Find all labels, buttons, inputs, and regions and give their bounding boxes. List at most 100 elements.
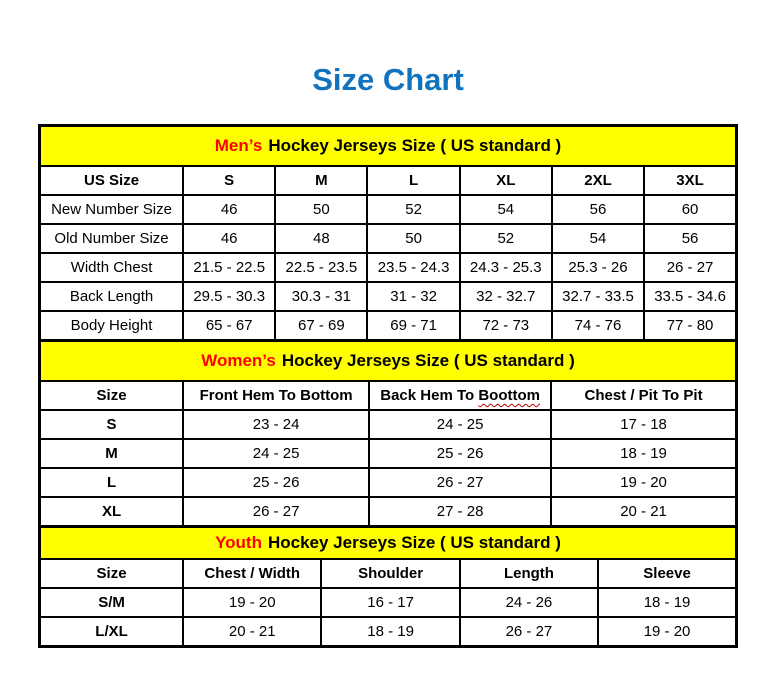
youth-accent-label: Youth xyxy=(215,533,262,552)
row-label: L xyxy=(38,467,185,498)
cell: 24 - 26 xyxy=(458,587,600,618)
mens-header-row: US Size S M L XL 2XL 3XL xyxy=(38,165,738,196)
cell: 17 - 18 xyxy=(550,409,738,440)
cell: 24.3 - 25.3 xyxy=(458,252,553,283)
youth-title-rest: Hockey Jerseys Size ( US standard ) xyxy=(267,533,561,552)
cell: 48 xyxy=(274,223,369,254)
womens-section-header-band: Women’s Hockey Jerseys Size ( US standard… xyxy=(38,339,738,382)
cell: 60 xyxy=(643,194,738,225)
row-label: Body Height xyxy=(38,310,185,342)
column-header: 2XL xyxy=(550,165,646,196)
mens-accent-label: Men’s xyxy=(214,136,263,155)
column-header: L xyxy=(366,165,461,196)
size-chart-table-group: Men’s Hockey Jerseys Size ( US standard )… xyxy=(38,124,738,648)
column-header: Length xyxy=(458,558,600,589)
cell: 74 - 76 xyxy=(550,310,646,342)
cell: 26 - 27 xyxy=(643,252,738,283)
table-row: XL 26 - 27 27 - 28 20 - 21 xyxy=(38,496,738,528)
cell: 23 - 24 xyxy=(182,409,371,440)
misspelled-word: Boottom xyxy=(478,387,540,404)
womens-title-rest: Hockey Jerseys Size ( US standard ) xyxy=(281,351,575,370)
cell: 20 - 21 xyxy=(550,496,738,528)
cell: 19 - 20 xyxy=(597,616,738,648)
column-header: Shoulder xyxy=(320,558,461,589)
cell: 24 - 25 xyxy=(182,438,371,469)
cell: 77 - 80 xyxy=(643,310,738,342)
column-header: 3XL xyxy=(643,165,738,196)
row-label: S xyxy=(38,409,185,440)
row-label: S/M xyxy=(38,587,185,618)
womens-accent-label: Women’s xyxy=(201,351,276,370)
cell: 25 - 26 xyxy=(182,467,371,498)
column-header: Chest / Width xyxy=(182,558,323,589)
table-row: L 25 - 26 26 - 27 19 - 20 xyxy=(38,467,738,498)
row-label: New Number Size xyxy=(38,194,185,225)
cell: 23.5 - 24.3 xyxy=(366,252,461,283)
cell: 30.3 - 31 xyxy=(274,281,369,312)
womens-header-row: Size Front Hem To Bottom Back Hem To Boott… xyxy=(38,380,738,411)
cell: 32.7 - 33.5 xyxy=(550,281,646,312)
cell: 50 xyxy=(366,223,461,254)
mens-section-header-band: Men’s Hockey Jerseys Size ( US standard ) xyxy=(38,124,738,167)
cell: 65 - 67 xyxy=(182,310,277,342)
cell: 16 - 17 xyxy=(320,587,461,618)
cell: 52 xyxy=(458,223,553,254)
column-header: Sleeve xyxy=(597,558,738,589)
column-header: Size xyxy=(38,380,185,411)
cell: 24 - 25 xyxy=(368,409,553,440)
cell: 54 xyxy=(550,223,646,254)
table-row: M 24 - 25 25 - 26 18 - 19 xyxy=(38,438,738,469)
cell: 21.5 - 22.5 xyxy=(182,252,277,283)
cell: 25.3 - 26 xyxy=(550,252,646,283)
row-label: Width Chest xyxy=(38,252,185,283)
cell: 32 - 32.7 xyxy=(458,281,553,312)
cell: 31 - 32 xyxy=(366,281,461,312)
column-header: Size xyxy=(38,558,185,589)
table-row: S/M 19 - 20 16 - 17 24 - 26 18 - 19 xyxy=(38,587,738,618)
row-label: M xyxy=(38,438,185,469)
cell: 26 - 27 xyxy=(182,496,371,528)
cell: 26 - 27 xyxy=(458,616,600,648)
row-label: L/XL xyxy=(38,616,185,648)
youth-section-header-band: Youth Hockey Jerseys Size ( US standard ) xyxy=(38,525,738,560)
cell: 27 - 28 xyxy=(368,496,553,528)
cell: 18 - 19 xyxy=(550,438,738,469)
column-header-text: Back Hem To xyxy=(380,387,479,404)
column-header: Front Hem To Bottom xyxy=(182,380,371,411)
cell: 18 - 19 xyxy=(320,616,461,648)
womens-band-cell: Women’s Hockey Jerseys Size ( US standard… xyxy=(38,339,738,382)
cell: 56 xyxy=(550,194,646,225)
cell: 19 - 20 xyxy=(550,467,738,498)
cell: 50 xyxy=(274,194,369,225)
cell: 26 - 27 xyxy=(368,467,553,498)
cell: 25 - 26 xyxy=(368,438,553,469)
mens-size-section: Men’s Hockey Jerseys Size ( US standard )… xyxy=(38,124,738,342)
table-row: Width Chest 21.5 - 22.5 22.5 - 23.5 23.5 - … xyxy=(38,252,738,283)
table-row: Body Height 65 - 67 67 - 69 69 - 71 72 - 73 7… xyxy=(38,310,738,342)
cell: 54 xyxy=(458,194,553,225)
column-header: Chest / Pit To Pit xyxy=(550,380,738,411)
youth-size-table: Youth Hockey Jerseys Size ( US standard )… xyxy=(38,525,738,648)
column-header: M xyxy=(274,165,369,196)
cell: 67 - 69 xyxy=(274,310,369,342)
youth-size-section: Youth Hockey Jerseys Size ( US standard )… xyxy=(38,525,738,648)
row-label: Back Length xyxy=(38,281,185,312)
womens-size-table: Women’s Hockey Jerseys Size ( US standard… xyxy=(38,339,738,528)
cell: 33.5 - 34.6 xyxy=(643,281,738,312)
cell: 29.5 - 30.3 xyxy=(182,281,277,312)
youth-band-cell: Youth Hockey Jerseys Size ( US standard ) xyxy=(38,525,738,560)
page-title: Size Chart xyxy=(312,62,464,97)
cell: 56 xyxy=(643,223,738,254)
table-row: L/XL 20 - 21 18 - 19 26 - 27 19 - 20 xyxy=(38,616,738,648)
cell: 19 - 20 xyxy=(182,587,323,618)
youth-header-row: Size Chest / Width Shoulder Length Sleeve xyxy=(38,558,738,589)
cell: 20 - 21 xyxy=(182,616,323,648)
mens-title-rest: Hockey Jerseys Size ( US standard ) xyxy=(268,136,562,155)
column-header: US Size xyxy=(38,165,185,196)
cell: 46 xyxy=(182,194,277,225)
table-row: Old Number Size 46 48 50 52 54 56 xyxy=(38,223,738,254)
row-label: Old Number Size xyxy=(38,223,185,254)
table-row: New Number Size 46 50 52 54 56 60 xyxy=(38,194,738,225)
womens-size-section: Women’s Hockey Jerseys Size ( US standard… xyxy=(38,339,738,528)
